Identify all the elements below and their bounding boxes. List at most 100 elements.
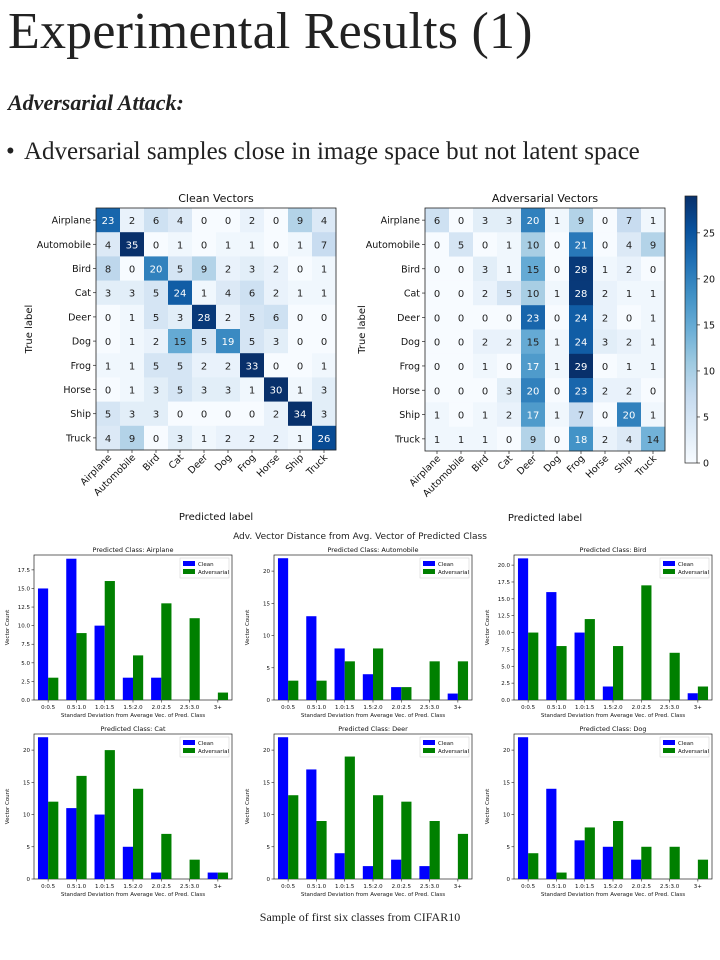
legend-swatch-adversarial <box>183 569 195 574</box>
cell-value: 0 <box>650 265 656 276</box>
bar-adversarial <box>133 788 144 879</box>
cell-value: 33 <box>246 361 259 372</box>
legend-swatch-clean <box>183 561 195 566</box>
heatmap-cell <box>545 232 570 257</box>
x-tick-label: 2.5:3.0 <box>660 884 680 890</box>
cell-value: 1 <box>602 265 608 276</box>
cell-value: 35 <box>126 240 139 251</box>
heatmap-cell <box>192 353 217 378</box>
colorbar-tick-label: 25 <box>703 228 715 239</box>
x-tick-label: Bird <box>141 452 162 473</box>
cell-value: 1 <box>297 240 303 251</box>
cell-value: 0 <box>105 386 111 397</box>
heatmap-cell <box>288 329 313 354</box>
legend-label: Adversarial <box>438 570 469 576</box>
cell-value: 0 <box>153 240 159 251</box>
bar-clean <box>574 632 585 700</box>
cell-value: 2 <box>506 338 512 349</box>
heatmap-cell <box>545 378 570 403</box>
figure-caption: Sample of first six classes from CIFAR10 <box>259 910 461 924</box>
cell-value: 34 <box>294 410 307 421</box>
heatmap-cell <box>545 208 570 233</box>
heatmap-cell <box>545 305 570 330</box>
cell-value: 0 <box>482 313 488 324</box>
x-tick-label: Bird <box>470 453 491 474</box>
bar-adversarial <box>104 581 115 700</box>
y-tick-label: Deer <box>68 312 91 323</box>
heatmap-cell <box>120 256 145 281</box>
heatmap-cell <box>569 256 594 282</box>
cell-value: 3 <box>249 265 255 276</box>
heatmap-cell <box>521 280 546 306</box>
heatmap-cell <box>449 232 474 257</box>
x-tick-label: 0:0.5 <box>281 705 296 711</box>
colorbar-tick-label: 15 <box>703 320 715 331</box>
cell-value: 0 <box>297 265 303 276</box>
cell-value: 0 <box>297 361 303 372</box>
x-tick-label: 1.5:2.0 <box>603 884 623 890</box>
cell-value: 0 <box>105 313 111 324</box>
bar-adversarial <box>76 775 87 879</box>
bar-clean <box>546 592 557 700</box>
heatmap-cell <box>521 232 546 257</box>
heatmap-cell <box>192 329 217 354</box>
heatmap-cell <box>425 280 450 306</box>
heatmap-cell <box>593 280 618 306</box>
heatmap-cell <box>192 401 217 427</box>
heatmap-cell <box>617 353 642 379</box>
cell-value: 23 <box>527 313 540 324</box>
legend-label: Clean <box>438 741 454 747</box>
heatmap-cell <box>497 378 522 403</box>
cell-value: 2 <box>225 434 231 445</box>
heatmap-cell <box>96 425 121 451</box>
heatmap-cell <box>617 305 642 330</box>
heatmap-cell <box>192 377 217 402</box>
heatmap-cell <box>264 256 289 281</box>
cell-value: 4 <box>626 240 632 251</box>
x-tick-label: Cat <box>167 452 186 471</box>
legend-swatch-clean <box>183 740 195 745</box>
heatmap-cell <box>96 280 121 306</box>
bar-clean <box>306 769 317 879</box>
heatmap-cell <box>96 401 121 427</box>
y-tick-label: 10.0 <box>498 631 511 637</box>
heatmap-cell <box>449 280 474 306</box>
cell-value: 1 <box>626 362 632 373</box>
heatmap-cell <box>120 208 145 233</box>
heatmap-cell <box>168 304 193 330</box>
bar-adversarial <box>429 661 440 700</box>
y-tick-label: 20 <box>263 748 270 754</box>
cell-value: 0 <box>506 362 512 373</box>
heatmap-cell <box>120 377 145 402</box>
heatmap-cell <box>312 401 337 427</box>
cell-value: 0 <box>321 337 327 348</box>
bar-adversarial <box>584 827 595 879</box>
cell-value: 9 <box>578 216 584 227</box>
cell-value: 0 <box>458 362 464 373</box>
cell-value: 0 <box>434 313 440 324</box>
heatmap-cell <box>473 426 498 452</box>
bullet-item: • Adversarial samples close in image spac… <box>6 138 640 166</box>
cell-value: 0 <box>458 216 464 227</box>
x-tick-label: 1.5:2.0 <box>363 705 383 711</box>
cell-value: 1 <box>650 289 656 300</box>
x-tick-label: Cat <box>496 453 515 472</box>
cell-value: 1 <box>321 265 327 276</box>
x-axis-label: Predicted label <box>508 513 582 524</box>
cell-value: 17 <box>527 411 540 422</box>
bar-chart-title: Predicted Class: Bird <box>580 546 647 554</box>
heatmap-cell <box>144 280 169 306</box>
bar-adversarial <box>316 821 327 879</box>
heatmap-cell <box>473 305 498 330</box>
heatmap-title: Adversarial Vectors <box>492 192 599 205</box>
heatmap-cell <box>240 280 265 306</box>
cell-value: 1 <box>506 240 512 251</box>
heatmap-cell <box>593 353 618 379</box>
heatmap-cell <box>617 402 642 427</box>
heatmap-cell <box>264 377 289 402</box>
y-axis-label: True label <box>24 305 35 355</box>
x-tick-label: 0.5:1.0 <box>67 705 87 711</box>
cell-value: 20 <box>150 265 163 276</box>
bar-adversarial <box>48 677 59 700</box>
y-tick-label: Airplane <box>381 216 421 227</box>
